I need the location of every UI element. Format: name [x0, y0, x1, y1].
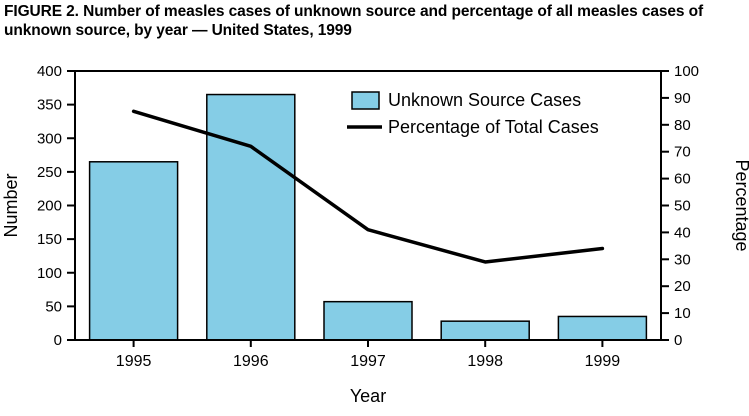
right-tick-label: 10: [674, 305, 691, 322]
right-tick-label: 90: [674, 90, 691, 107]
x-tick-label: 1995: [116, 353, 152, 370]
left-tick-label: 200: [37, 198, 62, 215]
bar-1999: [557, 315, 648, 341]
right-tick-label: 30: [674, 251, 691, 268]
right-tick-label: 80: [674, 117, 691, 134]
right-tick-label: 40: [674, 224, 691, 241]
bar-1998: [440, 320, 530, 341]
bar-1997: [323, 300, 413, 341]
bars-group: [88, 93, 648, 341]
x-tick-label: 1997: [350, 353, 386, 370]
figure-title: FIGURE 2. Number of measles cases of unk…: [4, 3, 704, 40]
right-tick-label: 70: [674, 144, 691, 161]
right-tick-label: 0: [674, 332, 682, 349]
right-tick-label: 20: [674, 278, 691, 295]
bar-1995: [88, 161, 179, 341]
right-axis: 0 10 20 30 40 50 60 70 80 90 100: [661, 63, 699, 349]
left-tick-label: 100: [37, 265, 62, 282]
right-axis-title: Percentage: [732, 159, 749, 251]
x-tick-label: 1998: [467, 353, 503, 370]
bar-1996: [206, 93, 296, 341]
x-axis-title: Year: [350, 386, 386, 406]
percentage-line: [131, 109, 605, 264]
left-tick-label: 250: [37, 164, 62, 181]
left-axis-title: Number: [1, 173, 21, 237]
x-axis: 1995 1996 1997 1998 1999: [116, 340, 620, 370]
left-tick-label: 50: [45, 298, 62, 315]
percentage-line-series: [131, 109, 605, 264]
left-tick-label: 150: [37, 231, 62, 248]
legend-line-label: Percentage of Total Cases: [388, 117, 599, 137]
right-tick-label: 60: [674, 171, 691, 188]
x-tick-label: 1996: [233, 353, 269, 370]
left-axis: 0 50 100 150 200 250 300 350 400: [37, 63, 75, 349]
legend-bar-swatch: [351, 91, 380, 110]
left-tick-label: 400: [37, 63, 62, 80]
left-tick-label: 300: [37, 130, 62, 147]
axis-titles: Number Percentage Year: [1, 159, 749, 406]
legend-bar-label: Unknown Source Cases: [388, 90, 581, 110]
right-tick-label: 100: [674, 63, 699, 80]
left-tick-label: 350: [37, 97, 62, 114]
x-tick-label: 1999: [585, 353, 621, 370]
left-tick-label: 0: [54, 332, 62, 349]
legend: Unknown Source Cases Percentage of Total …: [347, 90, 599, 137]
right-tick-label: 50: [674, 198, 691, 215]
